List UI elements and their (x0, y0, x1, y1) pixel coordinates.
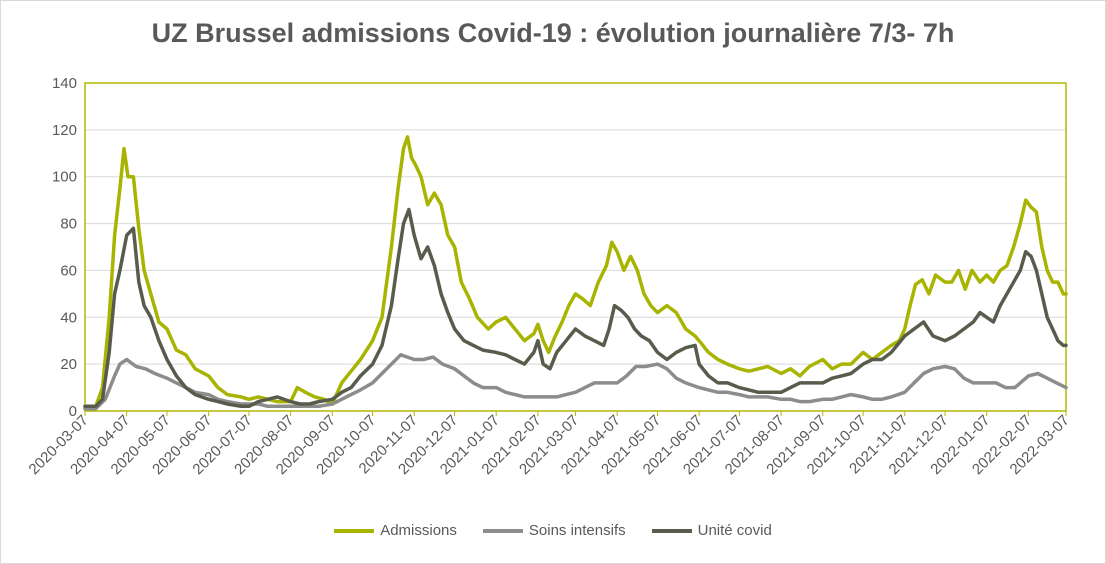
plot-area-border (84, 82, 1067, 412)
legend-swatch-admissions (334, 528, 375, 533)
legend-item-soins-intensifs[interactable]: Soins intensifs (482, 522, 626, 539)
legend-swatch-unite-covid (651, 528, 692, 533)
y-tick-label: 0 (69, 403, 77, 420)
series-line-soins-intensifs (83, 353, 1068, 411)
y-tick-label: 40 (60, 309, 77, 326)
legend-label-soins-intensifs: Soins intensifs (528, 522, 626, 539)
series-line-admissions (83, 135, 1068, 409)
y-tick-label: 100 (52, 169, 77, 186)
y-axis-ticks: 0 20 40 60 80 100 120 140 (52, 75, 77, 420)
y-tick-label: 80 (60, 216, 77, 233)
x-axis-ticks: 2020-03-072020-04-072020-05-072020-06-07… (26, 411, 1073, 478)
series-lines (83, 135, 1068, 411)
legend-label-unite-covid: Unité covid (697, 522, 772, 539)
y-tick-label: 120 (52, 122, 77, 139)
series-line-unite-covid (83, 207, 1068, 409)
legend: Admissions Soins intensifs Unité covid (0, 522, 1106, 539)
y-tick-label: 20 (60, 356, 77, 373)
chart-title: UZ Brussel admissions Covid-19 : évoluti… (151, 18, 955, 48)
legend-item-unite-covid[interactable]: Unité covid (651, 522, 772, 539)
y-tick-label: 140 (52, 75, 77, 92)
legend-swatch-soins-intensifs (482, 528, 523, 533)
legend-item-admissions[interactable]: Admissions (334, 522, 457, 539)
gridlines (85, 129, 1066, 365)
legend-label-admissions: Admissions (380, 522, 457, 539)
y-tick-label: 60 (60, 262, 77, 279)
